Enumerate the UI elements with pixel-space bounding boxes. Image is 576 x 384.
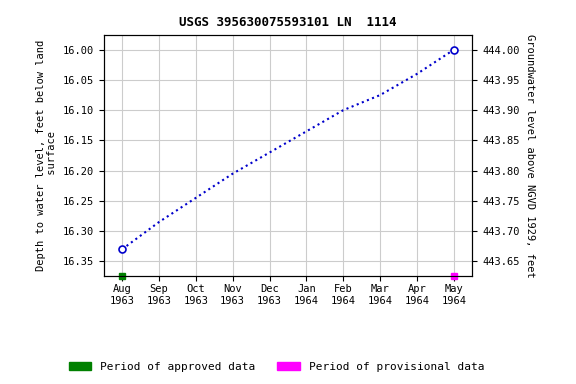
- Y-axis label: Depth to water level, feet below land
 surface: Depth to water level, feet below land su…: [36, 40, 57, 271]
- Title: USGS 395630075593101 LN  1114: USGS 395630075593101 LN 1114: [179, 16, 397, 29]
- Legend: Period of approved data, Period of provisional data: Period of approved data, Period of provi…: [65, 358, 488, 377]
- Y-axis label: Groundwater level above NGVD 1929, feet: Groundwater level above NGVD 1929, feet: [525, 34, 535, 277]
